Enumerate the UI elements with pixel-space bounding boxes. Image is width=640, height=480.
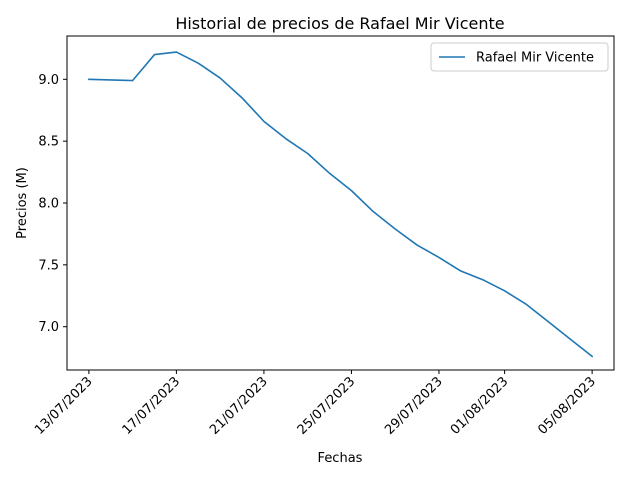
legend-label: Rafael Mir Vicente	[476, 51, 594, 66]
x-axis-title: Fechas	[318, 451, 363, 466]
y-axis: 7.0 7.5 8.0 8.5 9.0	[38, 73, 67, 335]
legend: Rafael Mir Vicente	[430, 42, 609, 72]
y-tick-label: 7.0	[38, 320, 59, 335]
y-tick-label: 8.0	[38, 197, 59, 212]
y-tick-label: 9.0	[38, 73, 59, 88]
y-axis-title: Precios (M)	[15, 167, 30, 239]
y-tick-label: 8.5	[38, 135, 59, 150]
series-line-rafael-mir-vicente	[88, 51, 594, 358]
legend-box	[430, 42, 609, 72]
chart-title: Historial de precios de Rafael Mir Vicen…	[175, 14, 504, 33]
y-tick-label: 7.5	[38, 258, 59, 273]
plot-area	[88, 51, 594, 358]
